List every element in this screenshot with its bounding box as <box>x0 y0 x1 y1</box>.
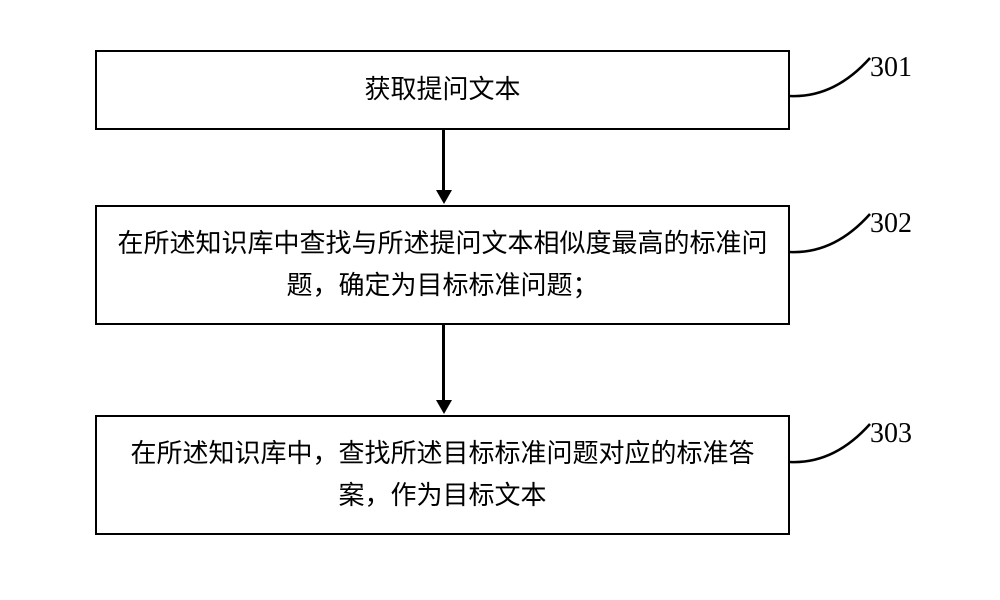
flow-edge-2 <box>442 325 445 400</box>
flow-node-3: 在所述知识库中，查找所述目标标准问题对应的标准答案，作为目标文本 <box>95 415 790 535</box>
arrow-down-icon <box>436 190 452 204</box>
flow-node-label-1: 301 <box>870 52 912 84</box>
flow-node-1: 获取提问文本 <box>95 50 790 130</box>
flow-node-label-3: 303 <box>870 418 912 450</box>
flow-node-text: 在所述知识库中，查找所述目标标准问题对应的标准答案，作为目标文本 <box>117 433 768 516</box>
flow-edge-1 <box>442 130 445 190</box>
label-curve <box>788 418 872 466</box>
label-curve <box>788 52 872 100</box>
flow-node-2: 在所述知识库中查找与所述提问文本相似度最高的标准问题，确定为目标标准问题； <box>95 205 790 325</box>
flow-node-label-2: 302 <box>870 208 912 240</box>
flowchart-container: 获取提问文本 301 在所述知识库中查找与所述提问文本相似度最高的标准问题，确定为目… <box>0 30 1000 600</box>
flow-node-text: 获取提问文本 <box>364 69 520 111</box>
label-curve <box>788 208 872 256</box>
arrow-down-icon <box>436 400 452 414</box>
flow-node-text: 在所述知识库中查找与所述提问文本相似度最高的标准问题，确定为目标标准问题； <box>117 223 768 306</box>
